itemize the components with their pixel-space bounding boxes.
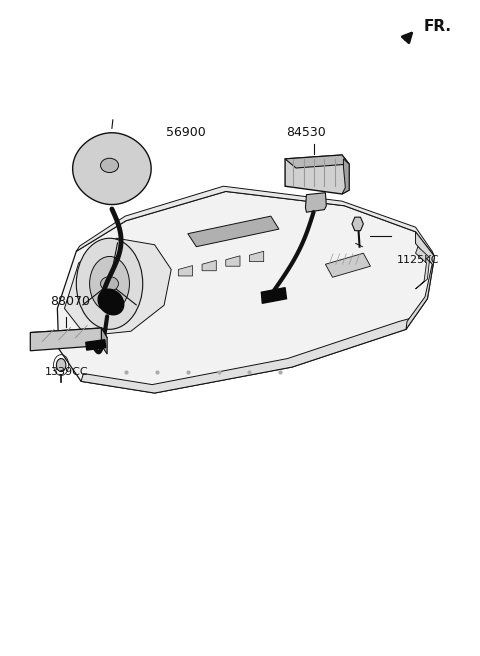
Polygon shape bbox=[179, 266, 192, 276]
Polygon shape bbox=[416, 247, 430, 289]
Ellipse shape bbox=[98, 289, 124, 315]
Polygon shape bbox=[30, 328, 107, 343]
Text: 84530: 84530 bbox=[287, 127, 326, 139]
Polygon shape bbox=[226, 256, 240, 266]
Text: FR.: FR. bbox=[424, 19, 452, 34]
Polygon shape bbox=[261, 288, 287, 303]
Polygon shape bbox=[57, 192, 434, 393]
Circle shape bbox=[56, 359, 66, 371]
Polygon shape bbox=[202, 260, 216, 271]
Polygon shape bbox=[72, 133, 151, 205]
Polygon shape bbox=[285, 155, 349, 194]
Polygon shape bbox=[188, 216, 279, 247]
Polygon shape bbox=[81, 318, 411, 393]
Ellipse shape bbox=[139, 159, 149, 185]
Text: 88070: 88070 bbox=[50, 295, 90, 308]
Polygon shape bbox=[250, 251, 264, 262]
Polygon shape bbox=[406, 232, 434, 329]
Ellipse shape bbox=[100, 277, 119, 291]
Text: 1339CC: 1339CC bbox=[45, 367, 88, 377]
Circle shape bbox=[90, 256, 130, 311]
Polygon shape bbox=[30, 328, 101, 351]
Polygon shape bbox=[86, 340, 106, 350]
Polygon shape bbox=[305, 193, 326, 213]
Circle shape bbox=[76, 238, 143, 329]
Polygon shape bbox=[76, 186, 434, 256]
Text: 56900: 56900 bbox=[166, 127, 205, 139]
Text: 1125KC: 1125KC bbox=[396, 255, 439, 265]
Polygon shape bbox=[325, 253, 371, 277]
Polygon shape bbox=[285, 155, 349, 168]
Polygon shape bbox=[342, 159, 349, 194]
Polygon shape bbox=[352, 217, 363, 231]
Polygon shape bbox=[101, 328, 107, 354]
Polygon shape bbox=[64, 238, 171, 336]
Ellipse shape bbox=[100, 158, 119, 173]
